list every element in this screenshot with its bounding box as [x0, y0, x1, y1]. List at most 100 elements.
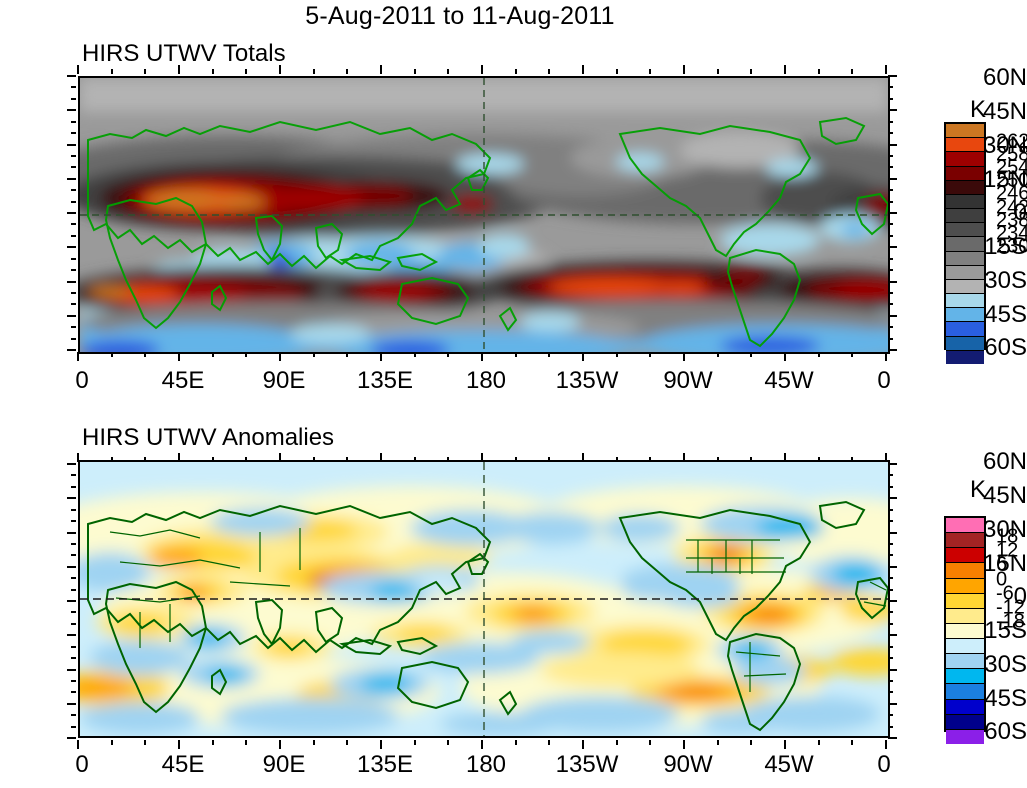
- ytick-major: [888, 463, 897, 465]
- panel-anomalies: HIRS UTWV Anomalies: [0, 388, 1027, 788]
- ytick-major: [67, 143, 76, 146]
- xtick-major: [885, 65, 887, 74]
- colorbar-band: [946, 593, 984, 609]
- xtick-major: [481, 740, 483, 749]
- xtick-minor: [110, 69, 113, 74]
- colorbar-tick-label: 18: [996, 525, 1019, 548]
- ytick-minor: [71, 542, 76, 545]
- xtick-minor: [110, 740, 113, 745]
- figure-title: 5-Aug-2011 to 11-Aug-2011: [305, 2, 615, 30]
- ytick-major: [67, 600, 76, 602]
- ytick-minor: [71, 189, 76, 192]
- colorbar-tick-label: 250: [996, 169, 1027, 192]
- xtick-minor: [851, 352, 854, 357]
- panel-totals: HIRS UTWV Totals: [75, 40, 1027, 394]
- ytick-major: [67, 280, 76, 283]
- xtick-minor: [312, 740, 315, 745]
- coastlines-anomalies: [87, 500, 888, 732]
- xtick-minor: [346, 457, 349, 462]
- xtick-minor: [750, 457, 753, 462]
- colorbar-tick-label: 234: [996, 222, 1027, 245]
- ytick-minor: [71, 97, 76, 100]
- colorbar-totals-strip: [944, 122, 986, 364]
- ytick-major: [888, 314, 897, 317]
- ytick-minor: [888, 257, 893, 260]
- yaxis-label: 30N: [982, 516, 1027, 543]
- ytick-minor: [71, 554, 76, 557]
- colorbar-band: [946, 124, 984, 139]
- ytick-minor: [888, 611, 893, 614]
- ytick-minor: [888, 691, 893, 694]
- xtick-minor: [615, 740, 618, 745]
- xaxis-label: 0: [877, 751, 891, 778]
- xtick-major: [582, 65, 584, 74]
- xtick-minor: [548, 69, 551, 74]
- xtick-minor: [716, 69, 719, 74]
- xtick-major: [178, 352, 180, 361]
- yaxis-label: 30S: [984, 651, 1027, 678]
- ytick-minor: [71, 657, 76, 660]
- ytick-minor: [888, 588, 893, 591]
- ytick-minor: [71, 86, 76, 89]
- xtick-minor: [817, 740, 820, 745]
- xtick-major: [178, 65, 180, 74]
- xtick-minor: [851, 457, 854, 462]
- ytick-minor: [888, 132, 893, 135]
- ytick-minor: [71, 588, 76, 591]
- xaxis-label: 90W: [663, 751, 713, 778]
- ytick-minor: [888, 679, 893, 682]
- xtick-minor: [346, 352, 349, 357]
- xtick-major: [784, 65, 786, 74]
- xtick-minor: [211, 352, 214, 357]
- colorbar-band: [946, 578, 984, 594]
- ytick-minor: [888, 189, 893, 192]
- colorbar-band: [946, 265, 984, 280]
- ytick-minor: [888, 154, 893, 157]
- ytick-minor: [71, 645, 76, 648]
- xtick-minor: [211, 69, 214, 74]
- xtick-major: [582, 453, 584, 462]
- xaxis-label: 45E: [161, 367, 205, 394]
- xtick-major: [380, 740, 382, 749]
- xtick-minor: [514, 352, 517, 357]
- xtick-minor: [716, 457, 719, 462]
- xtick-minor: [447, 740, 450, 745]
- ytick-major: [888, 702, 897, 705]
- xtick-minor: [851, 69, 854, 74]
- ytick-minor: [71, 725, 76, 728]
- xtick-minor: [211, 740, 214, 745]
- xtick-major: [481, 352, 483, 361]
- ytick-major: [888, 634, 897, 637]
- ytick-major: [67, 177, 76, 180]
- yaxis-label: 45N: [982, 482, 1027, 509]
- xtick-major: [683, 453, 685, 462]
- ytick-minor: [888, 234, 893, 237]
- xtick-minor: [817, 457, 820, 462]
- xtick-minor: [447, 457, 450, 462]
- xtick-minor: [110, 352, 113, 357]
- colorbar-tick-label: -6: [996, 582, 1014, 605]
- ytick-minor: [71, 303, 76, 306]
- colorbar-band: [946, 548, 984, 564]
- xtick-minor: [817, 352, 820, 357]
- ytick-minor: [888, 120, 893, 123]
- xtick-major: [279, 352, 281, 361]
- ytick-minor: [888, 542, 893, 545]
- xtick-minor: [851, 740, 854, 745]
- xtick-minor: [548, 740, 551, 745]
- ytick-minor: [71, 326, 76, 329]
- xaxis-label: 135E: [356, 751, 414, 778]
- ytick-major: [67, 737, 76, 739]
- xtick-minor: [346, 740, 349, 745]
- xtick-major: [279, 453, 281, 462]
- xtick-major: [380, 352, 382, 361]
- xtick-major: [380, 65, 382, 74]
- xtick-minor: [514, 69, 517, 74]
- xtick-minor: [312, 352, 315, 357]
- xaxis-label: 45E: [161, 751, 205, 778]
- xtick-minor: [716, 352, 719, 357]
- xtick-minor: [144, 740, 147, 745]
- ytick-minor: [888, 714, 893, 717]
- xtick-major: [582, 740, 584, 749]
- ytick-major: [67, 212, 76, 214]
